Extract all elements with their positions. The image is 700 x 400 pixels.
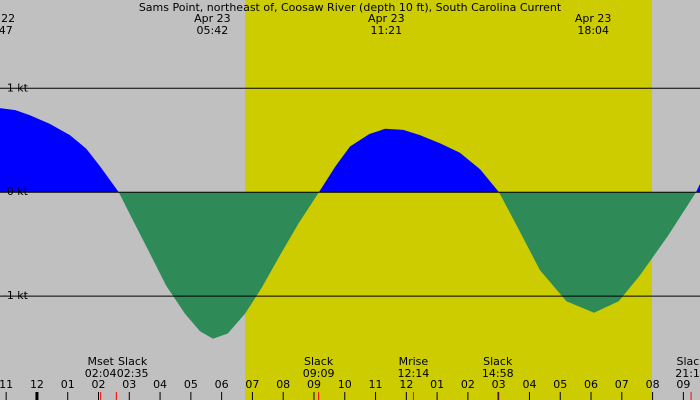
event-time: 02:35	[117, 367, 149, 380]
x-tick-label: 06	[584, 378, 598, 391]
x-tick-label: 03	[122, 378, 136, 391]
event-time: 09:09	[303, 367, 335, 380]
peak-time: 18:04	[577, 24, 609, 37]
peak-time: 11:21	[370, 24, 402, 37]
y-tick-label: 0 kt	[7, 185, 29, 198]
x-tick-label: 01	[430, 378, 444, 391]
x-tick-label: 04	[522, 378, 536, 391]
x-tick-label: 12	[399, 378, 413, 391]
chart-title: Sams Point, northeast of, Coosaw River (…	[139, 1, 562, 14]
y-tick-label: 1 kt	[7, 81, 29, 94]
x-tick-label: 05	[553, 378, 567, 391]
x-tick-label: 11	[369, 378, 383, 391]
x-tick-label: 05	[184, 378, 198, 391]
event-name: Slack	[676, 355, 700, 368]
x-tick-label: 08	[646, 378, 660, 391]
x-tick-label: 10	[338, 378, 352, 391]
x-tick-label: 12	[30, 378, 44, 391]
event-name: Slack	[118, 355, 148, 368]
x-tick-label: 02	[461, 378, 475, 391]
x-tick-label: 07	[245, 378, 259, 391]
peak-time: 05:42	[197, 24, 229, 37]
x-tick-label: 08	[276, 378, 290, 391]
x-tick-label: 11	[0, 378, 13, 391]
event-name: Mrise	[399, 355, 429, 368]
peak-date: Apr 22	[0, 12, 15, 25]
event-time: 12:14	[398, 367, 430, 380]
event-time: 02:04	[85, 367, 117, 380]
event-name: Mset	[88, 355, 115, 368]
x-tick-label: 09	[676, 378, 690, 391]
x-tick-label: 06	[215, 378, 229, 391]
plot	[0, 87, 700, 339]
peak-date: Apr 23	[368, 12, 405, 25]
y-tick-label: -1 kt	[3, 289, 29, 302]
event-time: 21:15	[675, 367, 700, 380]
event-name: Slack	[483, 355, 513, 368]
event-name: Slack	[304, 355, 334, 368]
x-tick-label: 03	[492, 378, 506, 391]
x-tick-label: 07	[615, 378, 629, 391]
ebb-area	[0, 192, 700, 339]
peak-date: Apr 23	[194, 12, 231, 25]
x-tick-label: 04	[153, 378, 167, 391]
peak-time: 22:47	[0, 24, 13, 37]
x-tick-label: 09	[307, 378, 321, 391]
x-tick-label: 01	[61, 378, 75, 391]
x-tick-label: 02	[92, 378, 106, 391]
peak-date: Apr 23	[575, 12, 612, 25]
event-time: 14:58	[482, 367, 514, 380]
flood-area	[0, 108, 700, 193]
